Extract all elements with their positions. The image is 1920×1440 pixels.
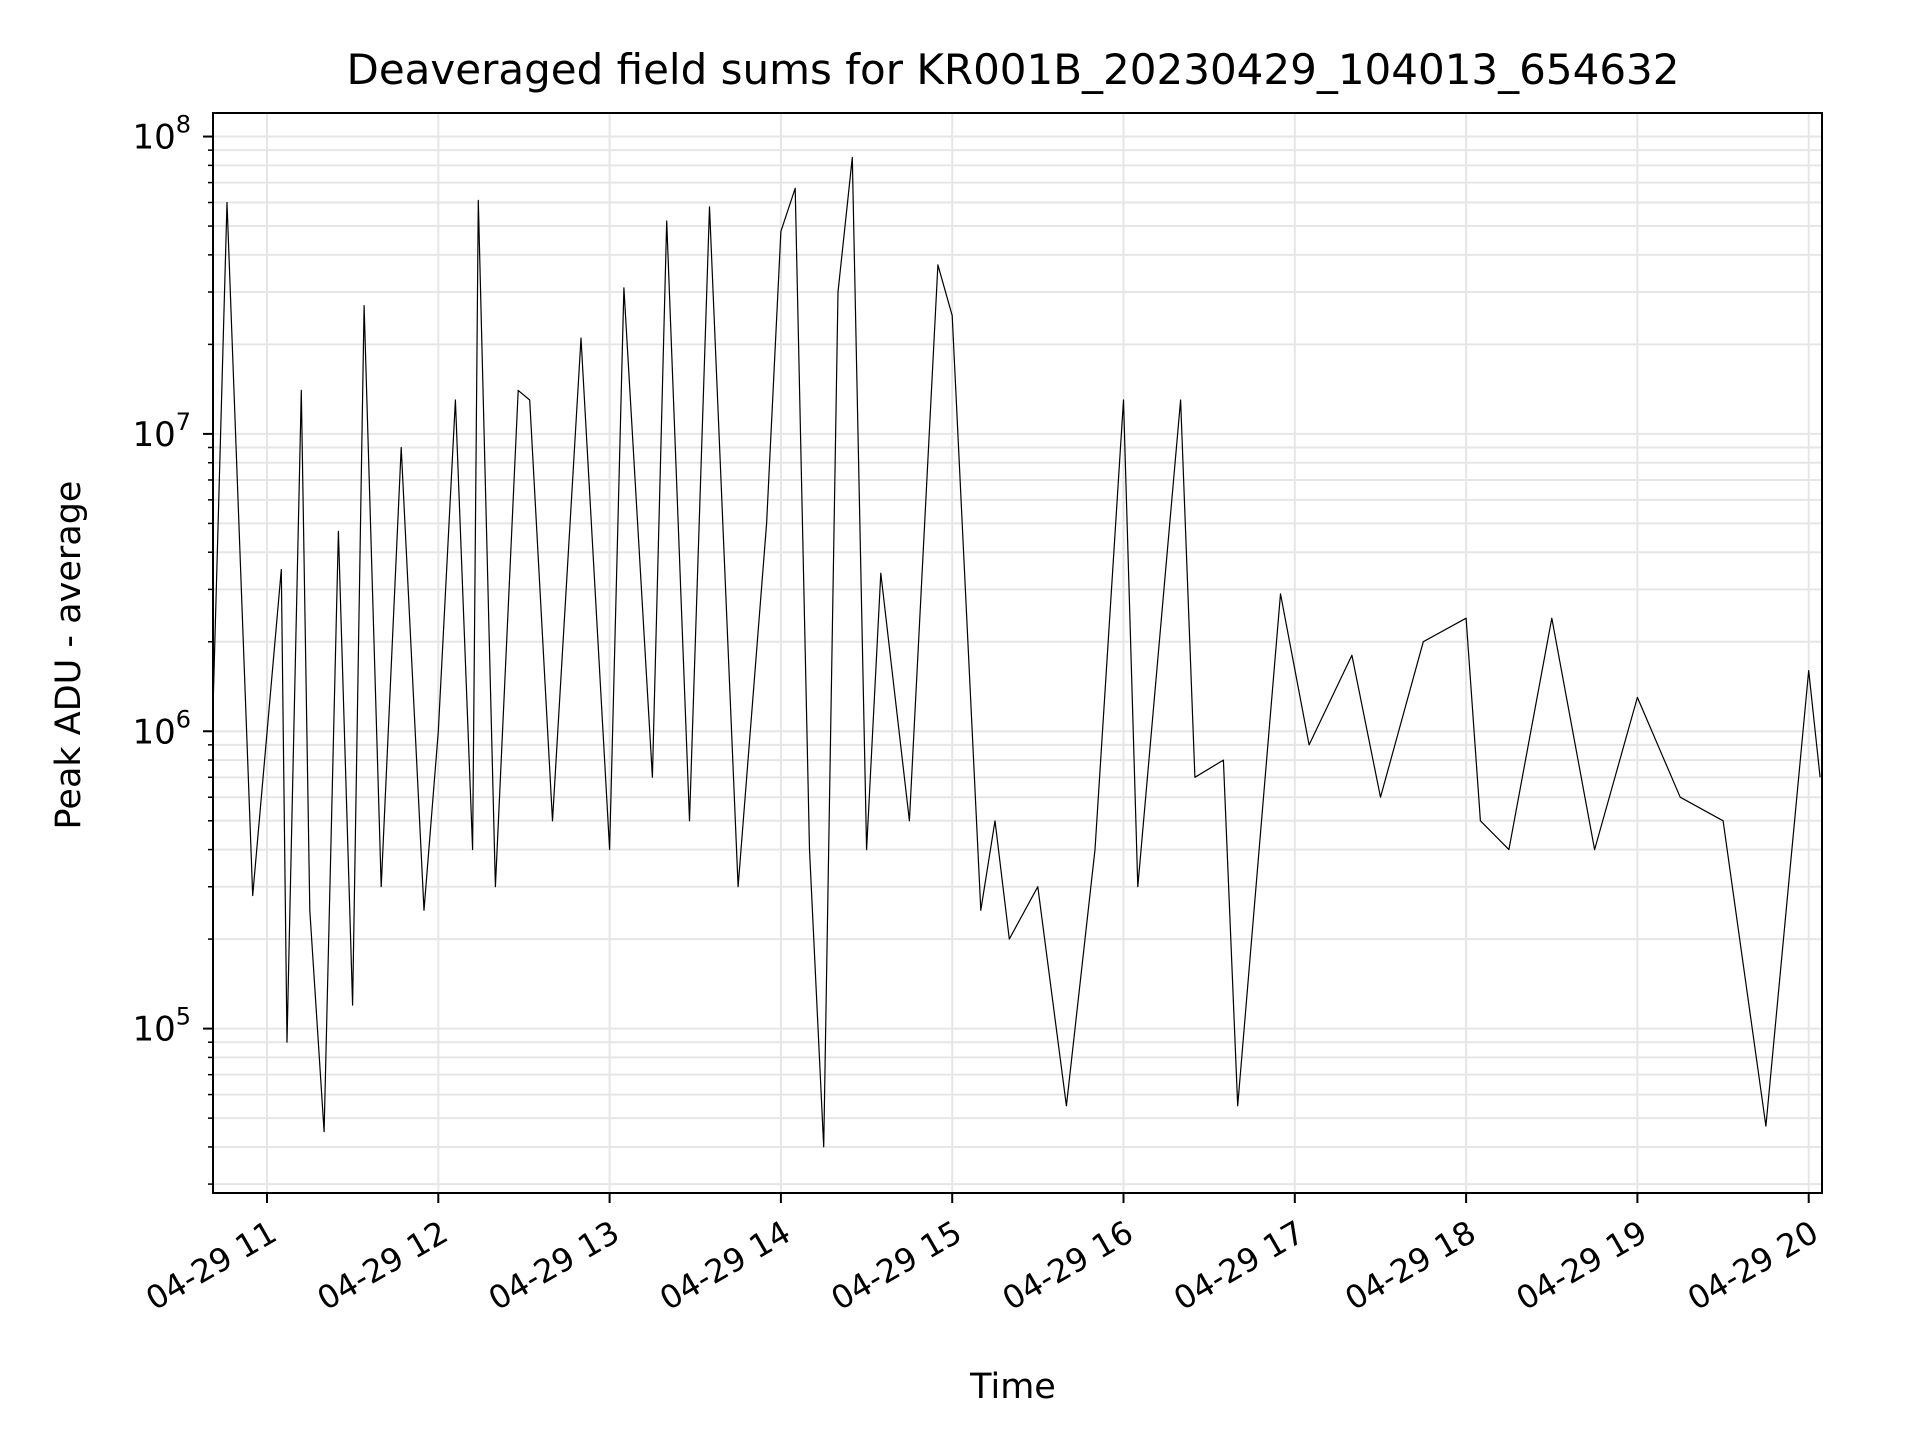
y-tick-exponent: 7	[176, 408, 191, 436]
y-tick-base: 10	[132, 118, 175, 158]
series-line	[213, 156, 1821, 1148]
y-tick-base: 10	[132, 415, 175, 455]
plot-frame	[212, 112, 1823, 1194]
series-layer	[213, 156, 1821, 1148]
y-tick-exponent: 5	[176, 1003, 191, 1031]
x-axis-label: Time	[969, 1367, 1056, 1407]
y-tick-base: 10	[132, 1010, 175, 1050]
y-tick-label: 108	[132, 111, 191, 158]
y-tick-exponent: 8	[176, 111, 191, 139]
chart-title: Deaveraged field sums for KR001B_2023042…	[347, 45, 1680, 94]
y-axis-label: Peak ADU - average	[49, 481, 89, 830]
y-tick-base: 10	[132, 712, 175, 752]
y-tick-exponent: 6	[176, 705, 191, 733]
y-tick-label: 107	[132, 408, 191, 455]
y-tick-label: 106	[132, 705, 191, 752]
grid-layer	[213, 113, 1822, 1193]
y-tick-label: 105	[132, 1003, 191, 1050]
